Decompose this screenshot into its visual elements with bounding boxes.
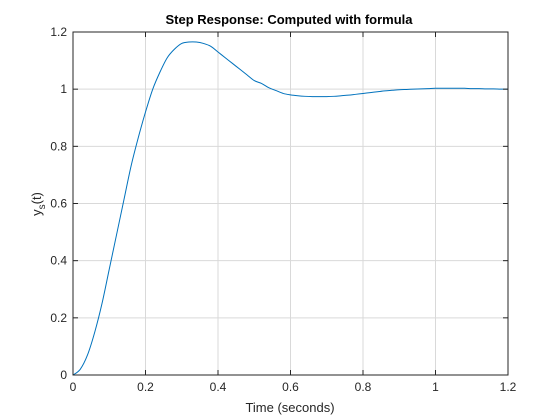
chart-title: Step Response: Computed with formula <box>165 12 413 27</box>
x-tick-label: 0.4 <box>210 380 227 394</box>
x-tick-label: 1 <box>432 380 439 394</box>
x-tick-label: 1.2 <box>500 380 517 394</box>
y-tick-label: 0.4 <box>50 254 67 268</box>
y-tick-label: 0.2 <box>50 311 67 325</box>
y-tick-label: 1.2 <box>50 25 67 39</box>
x-tick-label: 0.8 <box>355 380 372 394</box>
x-tick-label: 0 <box>70 380 77 394</box>
y-tick-label: 0.6 <box>50 197 67 211</box>
y-axis-label: ys(t) <box>29 192 48 216</box>
tick-layer: 0 0.2 0.4 0.6 0.8 1 1.2 0 0.2 0.4 0.6 0.8 1 1.2 <box>50 25 516 394</box>
y-tick-label: 0 <box>60 368 67 382</box>
x-tick-label: 0.2 <box>137 380 154 394</box>
y-axis-label-sub: s <box>37 204 48 209</box>
step-response-line <box>72 41 509 376</box>
x-tick-label: 0.6 <box>282 380 299 394</box>
y-tick-label: 0.8 <box>50 139 67 153</box>
curve-layer <box>72 41 509 376</box>
y-tick-label: 1 <box>60 82 67 96</box>
y-axis-label-main: y <box>29 209 44 216</box>
y-axis-label-tail: (t) <box>29 192 44 204</box>
grid-layer <box>73 32 508 375</box>
x-axis-label: Time (seconds) <box>245 400 334 415</box>
